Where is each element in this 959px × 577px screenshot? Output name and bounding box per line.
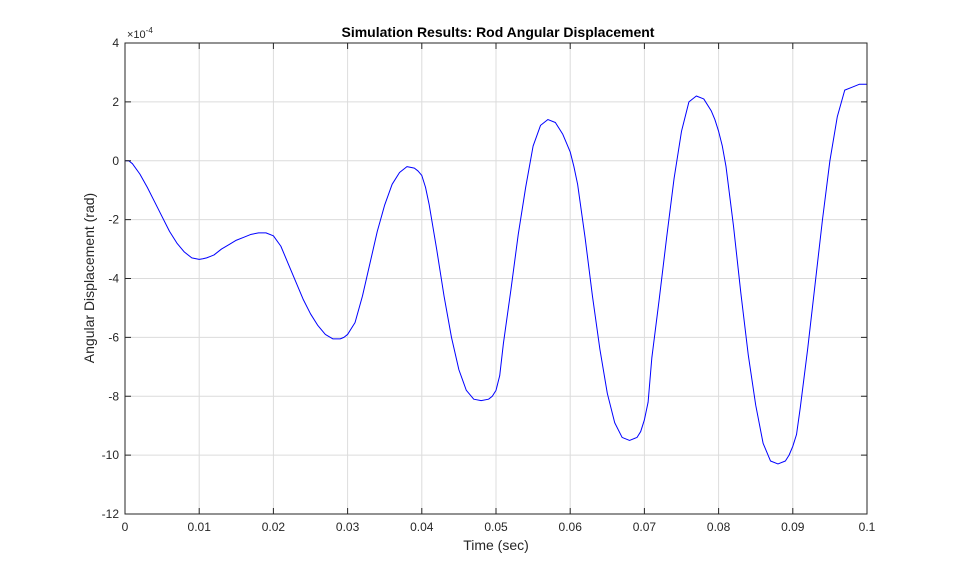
x-tick-label: 0.06: [559, 520, 583, 534]
y-exponent-label: ×10-4: [127, 26, 153, 41]
x-tick-label: 0.02: [262, 520, 286, 534]
x-tick-label: 0.09: [781, 520, 805, 534]
series-line-1: [125, 83, 867, 465]
x-tick-label: 0.01: [188, 520, 212, 534]
y-exponent-base: ×10: [127, 29, 146, 41]
x-tick-label: 0: [122, 520, 129, 534]
x-tick-label: 0.07: [633, 520, 657, 534]
chart-title: Simulation Results: Rod Angular Displace…: [342, 24, 655, 40]
y-tick-label: 0: [112, 154, 119, 168]
x-tick-label: 0.1: [859, 520, 876, 534]
y-tick-label: -6: [108, 330, 119, 344]
y-axis-label: Angular Displacement (rad): [81, 193, 97, 363]
tick-labels: 0 0.01 0.02 0.03 0.04 0.05 0.06 0.07 0.08 0.09 0.1…: [102, 36, 876, 534]
x-axis-label: Time (sec): [463, 537, 529, 553]
y-tick-label: -2: [108, 213, 119, 227]
x-tick-label: 0.08: [707, 520, 731, 534]
series-layer: [125, 83, 867, 465]
y-tick-label: -4: [108, 272, 119, 286]
x-tick-label: 0.05: [484, 520, 508, 534]
y-tick-label: -12: [102, 507, 120, 521]
x-tick-label: 0.04: [410, 520, 434, 534]
y-exponent-power: -4: [146, 26, 154, 35]
y-tick-label: 2: [112, 95, 119, 109]
tick-marks: [124, 42, 868, 515]
y-tick-label: 4: [112, 36, 119, 50]
x-tick-label: 0.03: [336, 520, 360, 534]
y-tick-label: -8: [108, 389, 119, 403]
y-tick-label: -10: [102, 448, 120, 462]
